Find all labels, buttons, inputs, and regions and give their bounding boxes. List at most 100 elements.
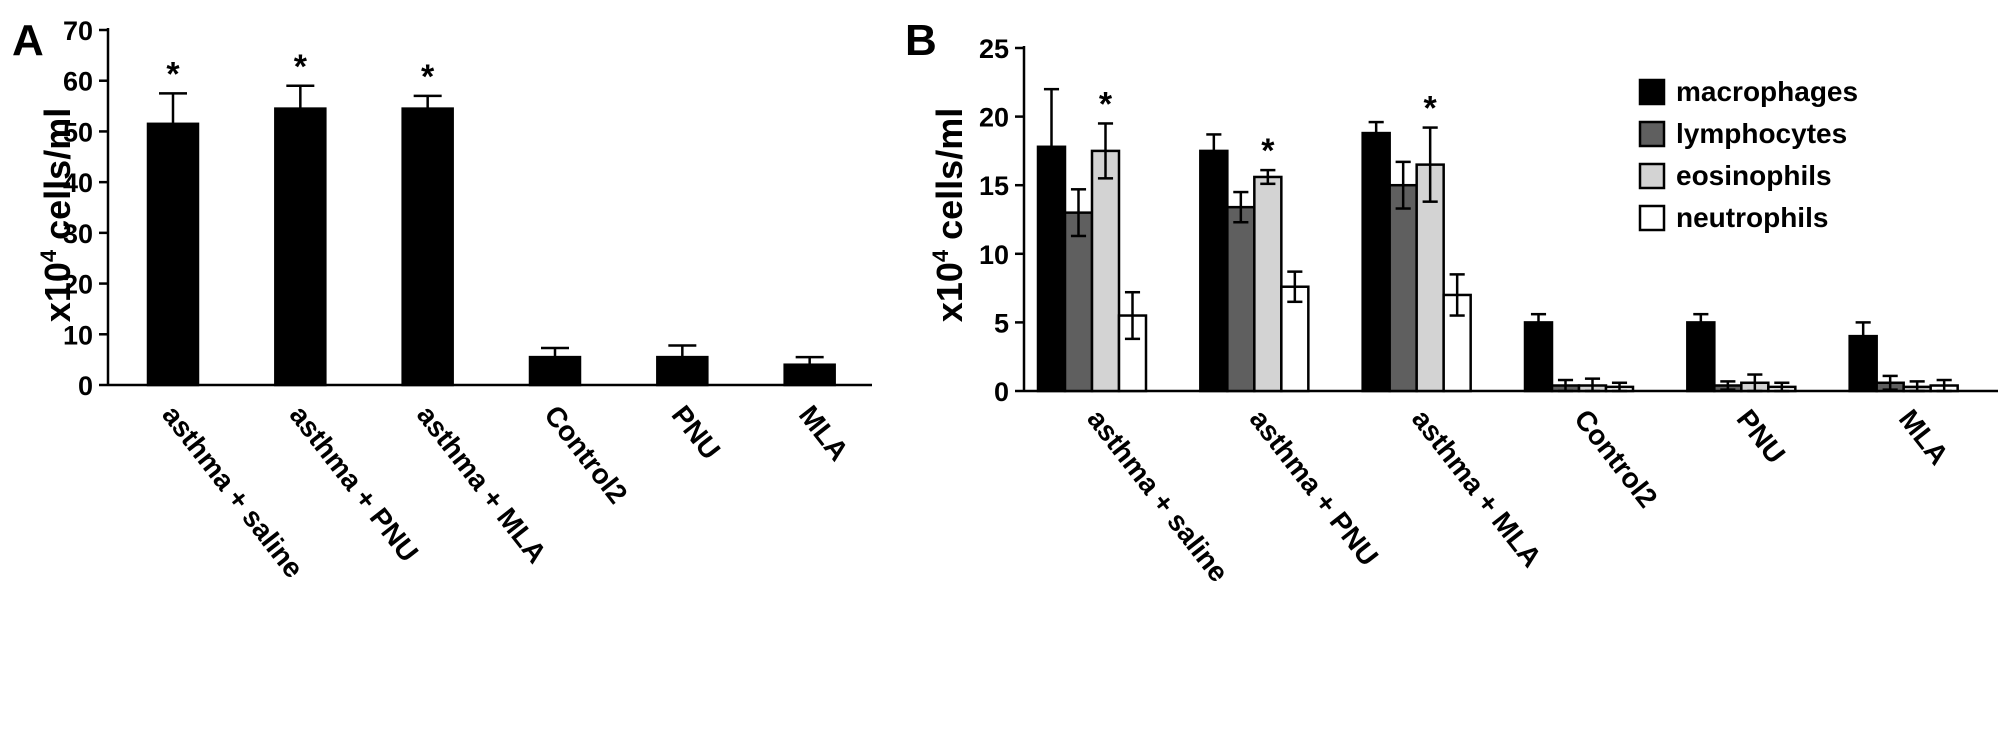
- error-bar: [1882, 374, 1898, 391]
- bar-category-5: [783, 363, 836, 387]
- bar-lymphocytes-category-0: [1063, 211, 1094, 393]
- error-bar: [1584, 377, 1601, 393]
- x-tick-label: asthma + MLA: [1406, 404, 1548, 573]
- error-bar: [1936, 378, 1952, 393]
- error-bar: [1693, 312, 1709, 332]
- error-bar: [286, 84, 315, 109]
- bar-macrophages-category-1: [1199, 149, 1229, 393]
- significance-marker: *: [1099, 85, 1113, 123]
- significance-marker: *: [421, 58, 435, 96]
- legend-label: eosinophils: [1676, 160, 1832, 191]
- y-tick-label: 20: [63, 270, 93, 300]
- panel-a-bars: * * *: [146, 48, 836, 387]
- error-bar: [1233, 190, 1249, 224]
- error-bar: [1611, 381, 1628, 393]
- y-tick-label: 50: [63, 117, 93, 147]
- legend-swatch: [1638, 78, 1666, 106]
- legend-label: macrophages: [1676, 76, 1858, 107]
- legend-item-lymphocytes: lymphocytes: [1638, 118, 1847, 149]
- x-tick-label: asthma + PNU: [284, 400, 425, 568]
- x-tick-label: Control2: [1568, 404, 1663, 514]
- error-bar: [413, 94, 442, 109]
- x-tick-label: asthma + saline: [156, 400, 309, 584]
- bar-eosinophils-category-0: [1090, 149, 1121, 393]
- panel-b-bars: * * *: [1036, 85, 1959, 393]
- error-bar: [541, 346, 569, 358]
- bar-macrophages-category-3: [1523, 321, 1554, 393]
- panel-b-axes: [1022, 46, 1998, 393]
- x-tick-label: PNU: [1731, 404, 1792, 470]
- error-bar: [1368, 120, 1384, 146]
- bar-category-0: [146, 122, 200, 387]
- legend-label: neutrophils: [1676, 202, 1828, 233]
- error-bar: [1070, 188, 1087, 238]
- panel-a-axes: [106, 28, 872, 387]
- bar-category-3: [528, 355, 582, 387]
- x-tick-label: asthma + saline: [1081, 404, 1234, 588]
- legend-label: lymphocytes: [1676, 118, 1847, 149]
- panel-b-y-axis-label: x104 cells/ml: [928, 108, 970, 322]
- panel-b-bar-chart: B x104 cells/ml 0 5 10 15 20 25 * * * asthma + …: [905, 16, 1998, 588]
- y-tick-label: 0: [78, 371, 93, 401]
- x-tick-label: asthma + MLA: [411, 400, 553, 569]
- error-bar: [1395, 160, 1411, 210]
- significance-marker: *: [1261, 132, 1275, 170]
- error-bar: [1124, 290, 1141, 341]
- error-bar: [1530, 312, 1547, 332]
- error-bar: [1557, 378, 1574, 393]
- bar-lymphocytes-category-1: [1226, 205, 1256, 393]
- x-tick-label: asthma + PNU: [1244, 404, 1385, 572]
- error-bar: [1855, 321, 1871, 352]
- y-tick-label: 20: [979, 103, 1009, 133]
- significance-marker: *: [294, 48, 308, 86]
- panel-b-x-ticks: asthma + saline asthma + PNU asthma + MLA C…: [1081, 404, 1954, 588]
- x-tick-label: MLA: [1893, 404, 1955, 471]
- y-tick-label: 25: [979, 34, 1009, 64]
- error-bar: [1747, 373, 1763, 393]
- significance-marker: *: [166, 55, 180, 93]
- error-bar: [1287, 270, 1303, 304]
- panel-a-y-axis-label: x104 cells/ml: [36, 108, 78, 322]
- y-tick-label: 30: [63, 219, 93, 249]
- y-tick-label: 60: [63, 67, 93, 97]
- error-bar: [1909, 380, 1925, 393]
- bar-eosinophils-category-1: [1253, 175, 1283, 393]
- legend-item-macrophages: macrophages: [1638, 76, 1858, 107]
- bar-macrophages-category-2: [1361, 131, 1391, 393]
- y-tick-label: 15: [979, 171, 1009, 201]
- y-tick-label: 10: [63, 320, 93, 350]
- x-tick-label: PNU: [666, 400, 727, 466]
- bar-lymphocytes-category-2: [1388, 183, 1418, 393]
- error-bar: [1422, 126, 1438, 203]
- error-bar: [1206, 133, 1222, 169]
- error-bar: [1097, 122, 1114, 180]
- legend-swatch: [1638, 120, 1666, 148]
- legend-swatch: [1638, 162, 1666, 190]
- y-tick-label: 70: [63, 16, 93, 46]
- y-tick-label: 0: [994, 377, 1009, 407]
- error-bar: [1774, 381, 1790, 393]
- panel-b-y-ticks: 0 5 10 15 20 25: [979, 34, 1024, 407]
- bar-category-1: [274, 107, 327, 387]
- legend-item-neutrophils: neutrophils: [1638, 202, 1828, 233]
- y-tick-label: 10: [979, 240, 1009, 270]
- error-bar: [795, 355, 824, 365]
- error-bar: [1449, 273, 1465, 317]
- bar-category-2: [401, 107, 454, 387]
- error-bar: [668, 344, 697, 358]
- x-tick-label: MLA: [793, 400, 855, 467]
- panel-b-legend: macrophages lymphocytes eosinophils neutrop…: [1638, 76, 1858, 233]
- panel-a-y-ticks: 0 10 20 30 40 50 60 70: [63, 16, 108, 401]
- error-bar: [1720, 380, 1736, 391]
- panel-b-label: B: [905, 16, 937, 65]
- bar-macrophages-category-4: [1686, 321, 1716, 393]
- legend-item-eosinophils: eosinophils: [1638, 160, 1832, 191]
- error-bar: [1043, 87, 1060, 206]
- panel-a-bar-chart: A x104 cells/ml 0 10 20 30 40 50 60 70 * * * asth…: [12, 16, 872, 584]
- legend-swatch: [1638, 204, 1666, 232]
- panel-a-label: A: [12, 16, 44, 65]
- significance-marker: *: [1424, 90, 1438, 128]
- error-bar: [159, 92, 187, 124]
